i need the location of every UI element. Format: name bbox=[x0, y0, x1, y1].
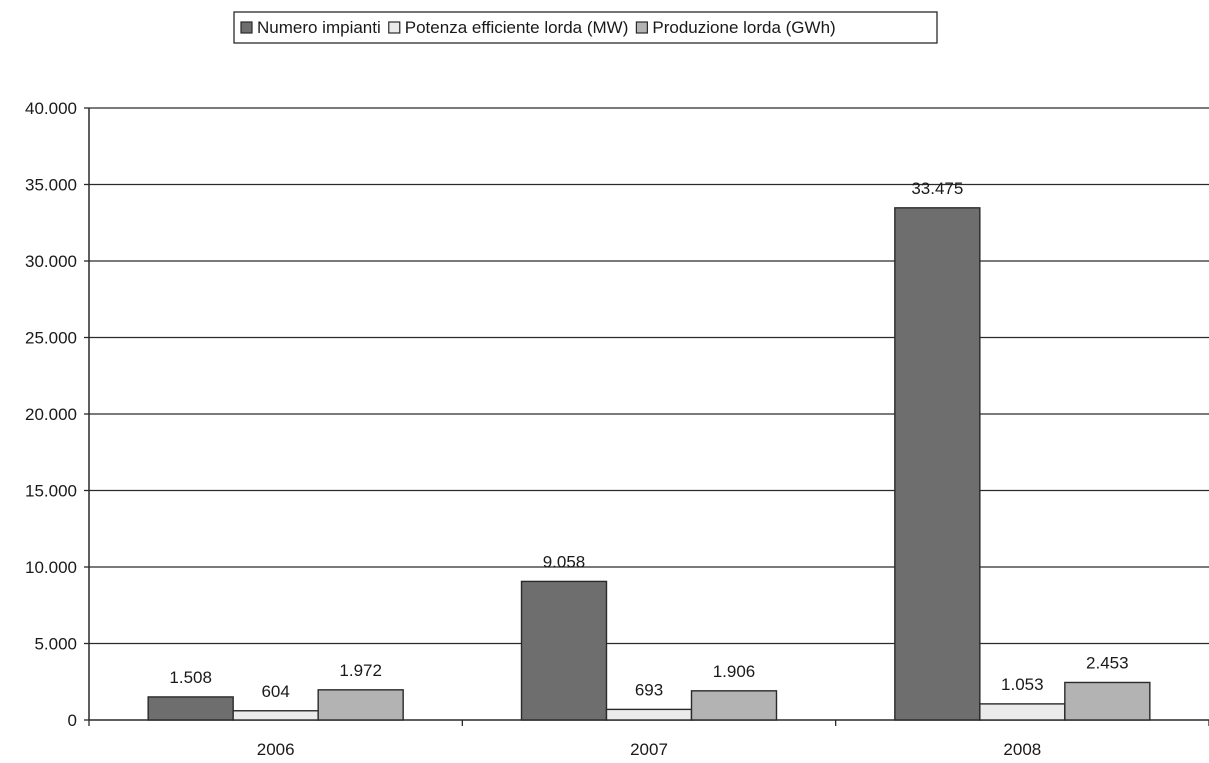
bar bbox=[520, 580, 608, 721]
x-tick-label: 2006 bbox=[257, 740, 295, 759]
data-label: 693 bbox=[635, 680, 663, 699]
legend-label: Potenza efficiente lorda (MW) bbox=[405, 18, 629, 37]
bar bbox=[317, 689, 404, 721]
bar bbox=[605, 708, 693, 721]
x-tick-label: 2007 bbox=[630, 740, 668, 759]
data-label: 1.508 bbox=[169, 668, 212, 687]
y-tick-label: 30.000 bbox=[25, 252, 77, 271]
legend-swatch bbox=[240, 21, 253, 34]
y-tick-label: 35.000 bbox=[25, 176, 77, 195]
bar bbox=[1064, 681, 1151, 721]
bar bbox=[894, 207, 981, 721]
bar bbox=[690, 690, 778, 721]
legend-box bbox=[233, 11, 938, 44]
bar bbox=[147, 696, 234, 721]
y-tick-label: 0 bbox=[68, 711, 77, 730]
data-label: 1.972 bbox=[339, 661, 382, 680]
bar bbox=[979, 703, 1066, 721]
y-tick-label: 20.000 bbox=[25, 405, 77, 424]
data-label: 2.453 bbox=[1086, 653, 1129, 672]
bar bbox=[232, 710, 319, 721]
legend-swatch bbox=[635, 21, 648, 34]
data-label: 604 bbox=[261, 682, 289, 701]
legend-swatch bbox=[388, 21, 401, 34]
y-tick-label: 5.000 bbox=[34, 635, 77, 654]
x-tick-label: 2008 bbox=[1003, 740, 1041, 759]
y-tick-label: 40.000 bbox=[25, 99, 77, 118]
data-label: 33.475 bbox=[911, 179, 963, 198]
y-tick-label: 15.000 bbox=[25, 482, 77, 501]
legend-label: Numero impianti bbox=[257, 18, 381, 37]
data-label: 1.906 bbox=[713, 662, 756, 681]
legend-label: Produzione lorda (GWh) bbox=[652, 18, 835, 37]
y-tick-label: 10.000 bbox=[25, 558, 77, 577]
y-tick-label: 25.000 bbox=[25, 329, 77, 348]
data-label: 9.058 bbox=[543, 552, 586, 571]
data-label: 1.053 bbox=[1001, 675, 1044, 694]
